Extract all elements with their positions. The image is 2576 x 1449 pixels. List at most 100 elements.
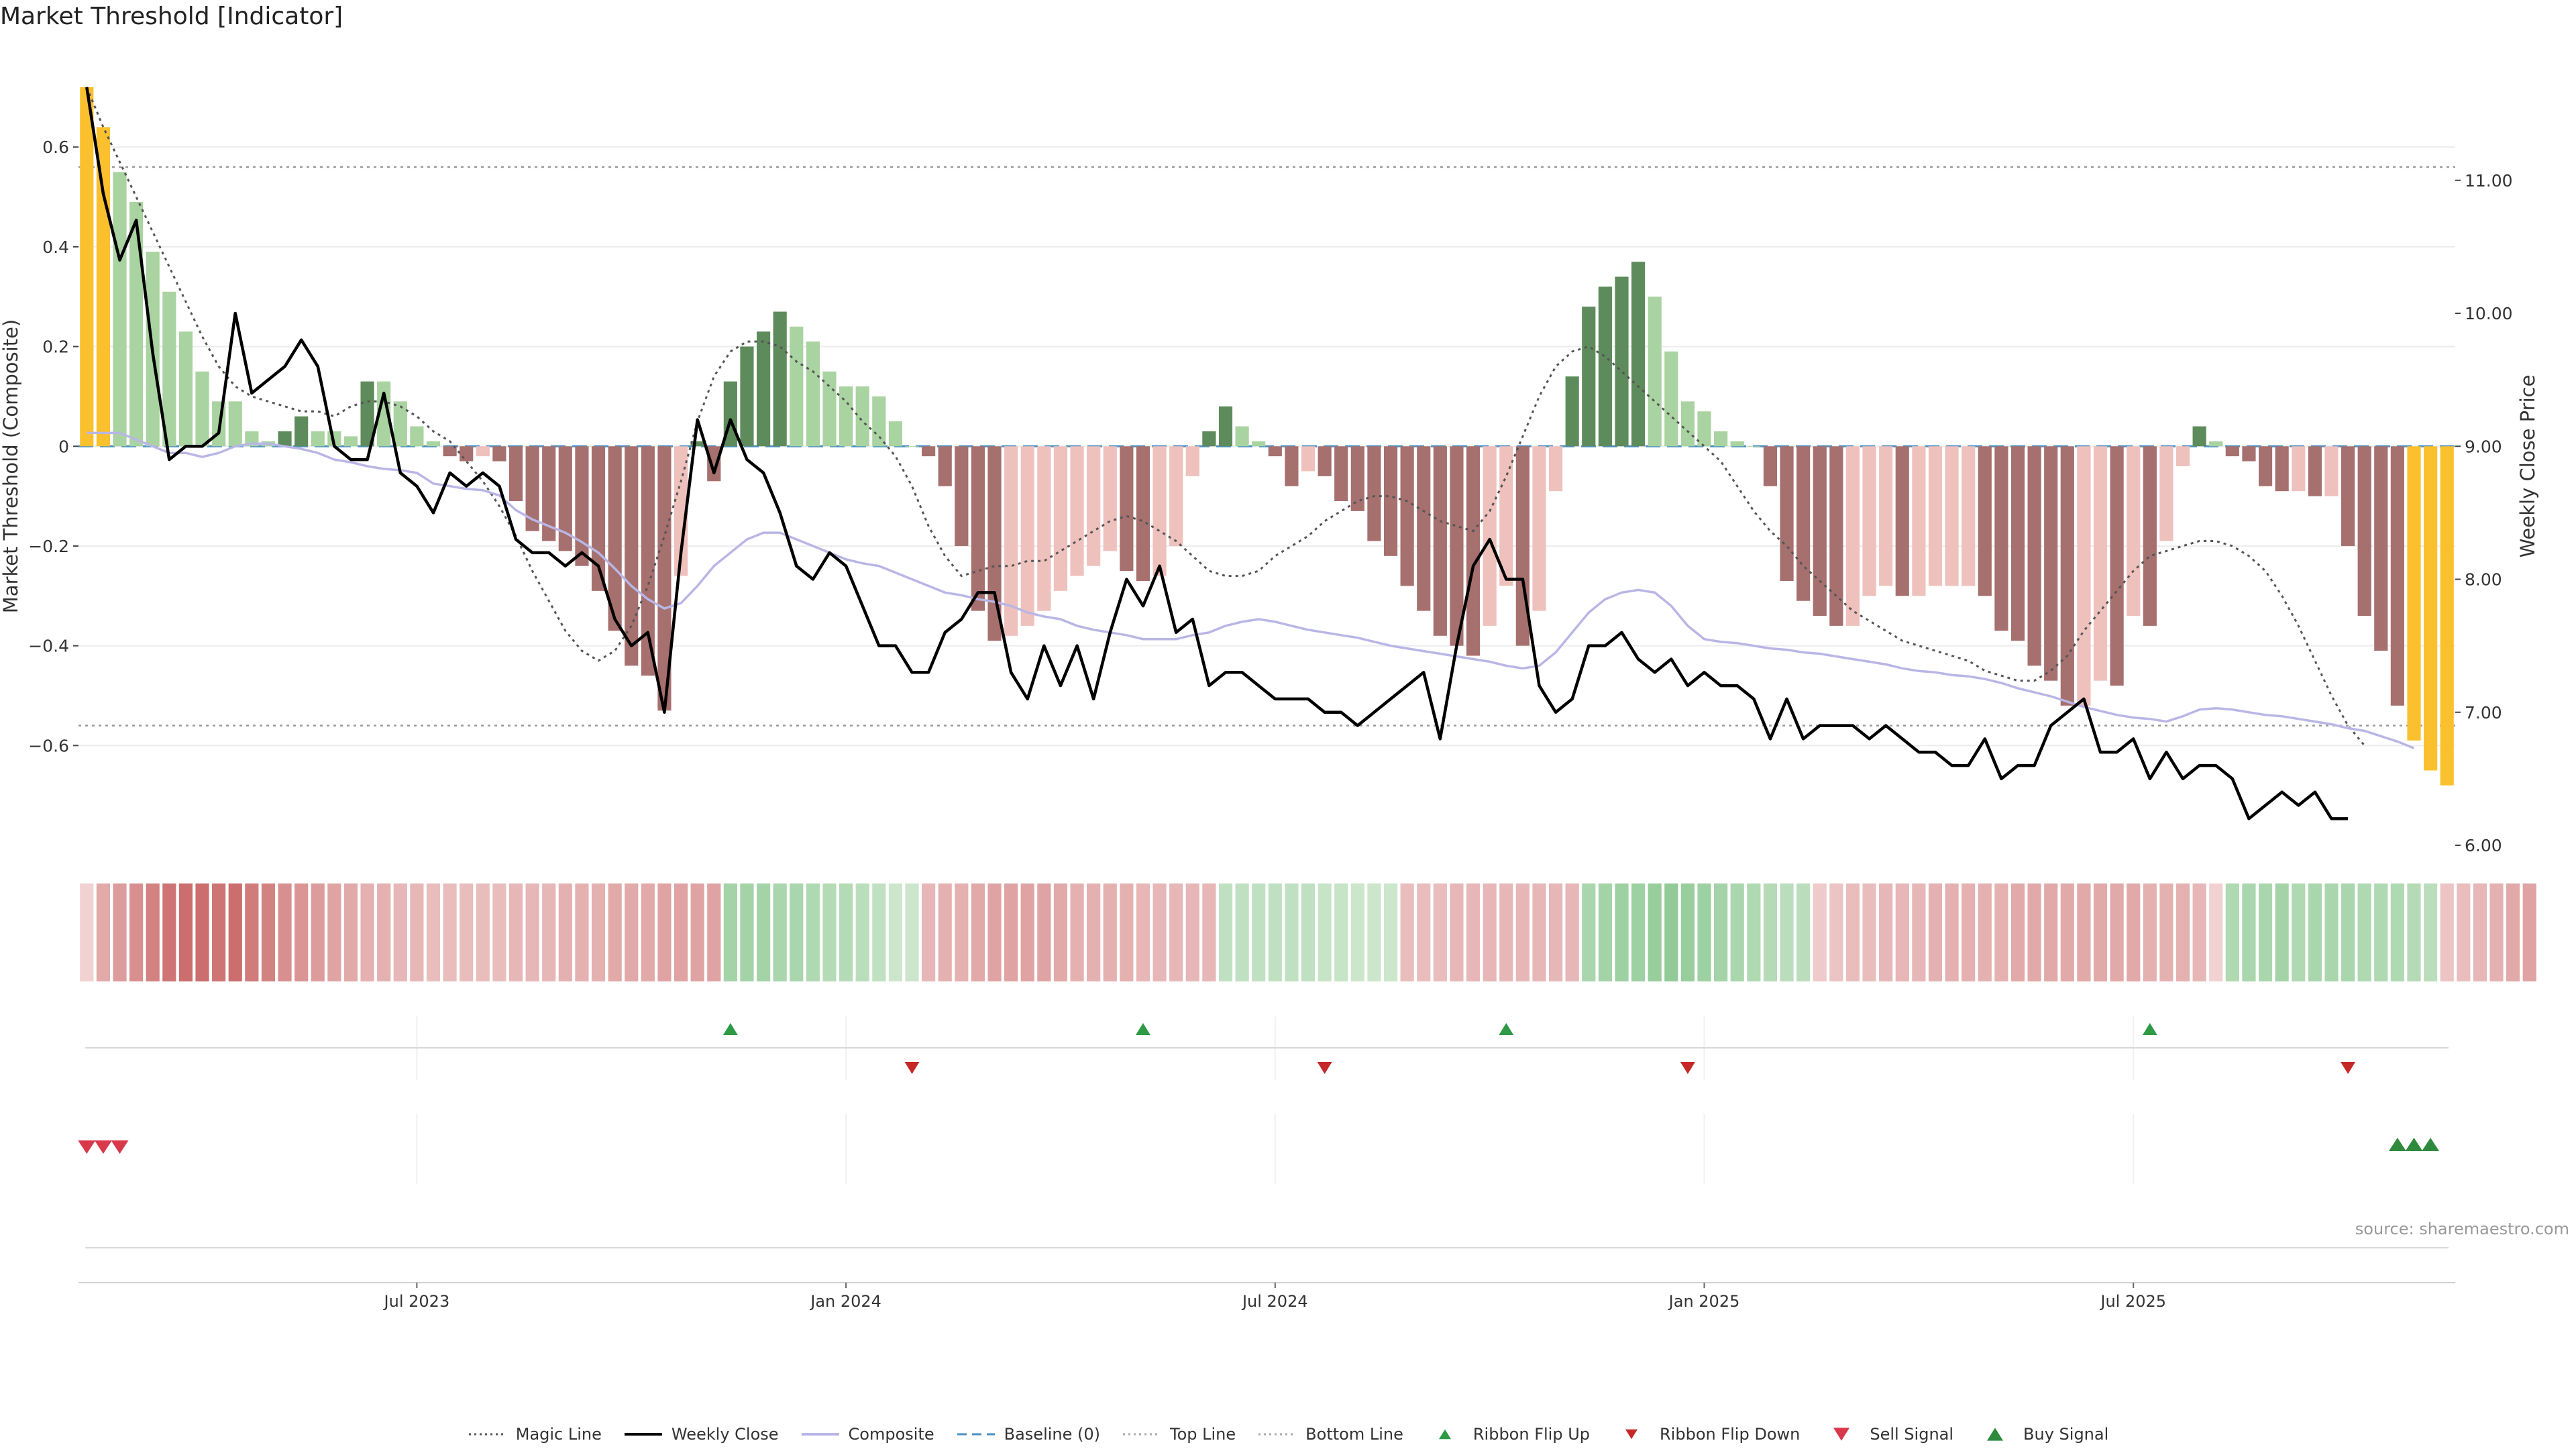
legend-label: Baseline (0) (1004, 1425, 1101, 1444)
ribbon-cell (2457, 883, 2471, 981)
ribbon-cell (1845, 883, 1860, 981)
ribbon-cell (426, 883, 441, 981)
composite-bar (1087, 446, 1101, 566)
composite-bar (2093, 446, 2108, 681)
composite-bar (1417, 446, 1431, 611)
composite-bar (1202, 431, 1216, 447)
composite-bar (525, 446, 539, 531)
composite-bar (195, 371, 209, 447)
right-axis-label: Weekly Close Price (2516, 375, 2539, 558)
composite-bar (1053, 446, 1068, 591)
legend-item-buy-signal: Buy Signal (1975, 1425, 2108, 1444)
composite-bar (426, 441, 441, 447)
composite-bar (657, 446, 672, 711)
ribbon-cell (2424, 883, 2438, 981)
composite-bar (343, 436, 358, 447)
left-axis: 0.6 0.4 0.2 0 −0.2 −0.4 −0.6 Market Threshold (… (0, 138, 78, 755)
composite-bar (674, 446, 688, 576)
legend-label: Top Line (1170, 1425, 1236, 1444)
ribbon-cell (1350, 883, 1364, 981)
ribbon-cell (806, 883, 820, 981)
ribbon-cell (1202, 883, 1216, 981)
composite-bar (1862, 446, 1876, 596)
ribbon-cell (872, 883, 886, 981)
composite-bar (2324, 446, 2339, 496)
left-tick-label: 0.6 (42, 138, 69, 157)
ribbon-cell (1136, 883, 1150, 981)
ribbon-cell (2242, 883, 2256, 981)
ribbon-cell (2506, 883, 2520, 981)
composite-bar (2390, 446, 2404, 706)
ribbon-cell (542, 883, 556, 981)
chart-title: Market Threshold [Indicator] (0, 3, 343, 30)
left-tick-label: 0.2 (42, 337, 69, 357)
ribbon-flip-up-marker (1135, 1023, 1150, 1035)
composite-bar (1499, 446, 1513, 586)
composite-bar (790, 326, 804, 447)
legend-label: Sell Signal (1870, 1425, 1954, 1444)
composite-bar (1136, 446, 1150, 581)
x-tick-label: Jan 2024 (809, 1292, 881, 1311)
left-tick-label: −0.6 (28, 736, 69, 755)
composite-bar (1730, 441, 1744, 447)
composite-bar (2440, 446, 2454, 786)
ribbon-cell (1218, 883, 1233, 981)
ribbon-cell (773, 883, 787, 981)
composite-bar (1004, 446, 1018, 636)
ribbon-cell (228, 883, 242, 981)
ribbon-cell (1070, 883, 1084, 981)
legend-swatch (957, 1433, 995, 1436)
x-tick-label: Jul 2024 (1241, 1292, 1308, 1311)
ribbon-cell (2159, 883, 2174, 981)
composite-bar (1714, 431, 1728, 447)
left-tick-label: 0.4 (42, 237, 69, 257)
ribbon-cell (1879, 883, 1893, 981)
composite-bar (1301, 446, 1316, 472)
ribbon-cell (1334, 883, 1348, 981)
composite-bar (905, 446, 919, 447)
composite-bar (625, 446, 639, 666)
composite-bar (360, 381, 374, 447)
composite-bar (1152, 446, 1167, 576)
legend-item-baseline-0: Baseline (0) (956, 1425, 1100, 1444)
composite-bar (113, 172, 127, 447)
composite-bar (2424, 446, 2438, 771)
composite-bar (1615, 276, 1629, 447)
ribbon-cell (1235, 883, 1249, 981)
x-tick-label: Jul 2023 (383, 1292, 450, 1311)
composite-bar (1235, 426, 1249, 447)
legend-swatch (468, 1433, 506, 1436)
composite-bar (971, 446, 985, 611)
composite-bar (1895, 446, 1909, 596)
ribbon-cell (1714, 883, 1728, 981)
ribbon-cell (839, 883, 853, 981)
ribbon-cell (1648, 883, 1662, 981)
ribbon-cell (1367, 883, 1381, 981)
composite-bar (806, 341, 820, 447)
composite-bar (2077, 446, 2091, 706)
ribbon-cell (278, 883, 292, 981)
ribbon-cell (1499, 883, 1513, 981)
composite-bar (1120, 446, 1134, 572)
composite-bar (1367, 446, 1381, 541)
composite-bar (1532, 446, 1546, 611)
ribbon-cell (492, 883, 506, 981)
ribbon-cell (2077, 883, 2091, 981)
composite-bar (888, 421, 902, 447)
composite-bar (1928, 446, 1943, 586)
composite-bar (1350, 446, 1364, 511)
composite-bar (228, 401, 242, 447)
ribbon-cell (1895, 883, 1909, 981)
right-axis: 11.00 10.00 9.00 8.00 7.00 6.00 Weekly Close P… (2455, 171, 2539, 855)
composite-bar (1631, 262, 1646, 447)
ribbon-cell (1037, 883, 1051, 981)
right-tick-label: 7.00 (2465, 703, 2502, 722)
composite-bar (1598, 286, 1612, 447)
ribbon-cell (162, 883, 176, 981)
legend-swatch (624, 1433, 662, 1436)
composite-bar (707, 446, 721, 482)
ribbon-flip-panel (85, 1016, 2449, 1080)
composite-bar (1962, 446, 1976, 586)
ribbon-cell (96, 883, 110, 981)
composite-bar (294, 416, 309, 447)
